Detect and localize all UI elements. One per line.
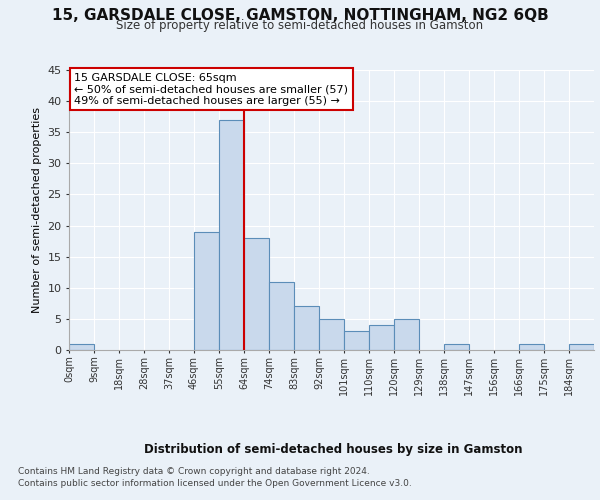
Bar xyxy=(444,344,469,350)
Bar xyxy=(369,325,394,350)
Bar xyxy=(269,282,294,350)
Text: Distribution of semi-detached houses by size in Gamston: Distribution of semi-detached houses by … xyxy=(144,442,522,456)
Y-axis label: Number of semi-detached properties: Number of semi-detached properties xyxy=(32,107,41,313)
Bar xyxy=(394,319,419,350)
Text: Contains public sector information licensed under the Open Government Licence v3: Contains public sector information licen… xyxy=(18,479,412,488)
Text: 15, GARSDALE CLOSE, GAMSTON, NOTTINGHAM, NG2 6QB: 15, GARSDALE CLOSE, GAMSTON, NOTTINGHAM,… xyxy=(52,8,548,22)
Bar xyxy=(194,232,219,350)
Bar xyxy=(69,344,94,350)
Bar xyxy=(294,306,319,350)
Text: 15 GARSDALE CLOSE: 65sqm
← 50% of semi-detached houses are smaller (57)
49% of s: 15 GARSDALE CLOSE: 65sqm ← 50% of semi-d… xyxy=(74,73,348,106)
Bar xyxy=(344,332,369,350)
Bar xyxy=(319,319,344,350)
Text: Size of property relative to semi-detached houses in Gamston: Size of property relative to semi-detach… xyxy=(116,19,484,32)
Bar xyxy=(519,344,544,350)
Bar xyxy=(219,120,244,350)
Text: Contains HM Land Registry data © Crown copyright and database right 2024.: Contains HM Land Registry data © Crown c… xyxy=(18,468,370,476)
Bar xyxy=(569,344,594,350)
Bar xyxy=(244,238,269,350)
